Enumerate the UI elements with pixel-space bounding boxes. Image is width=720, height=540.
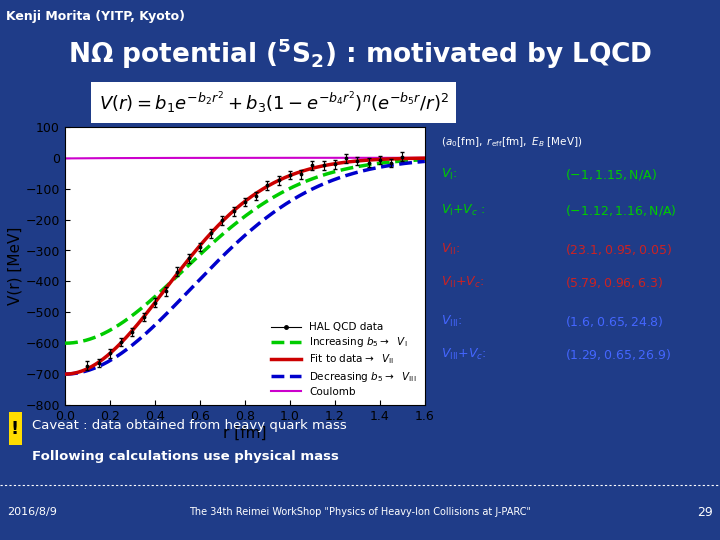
Text: $V(r) = b_1 e^{-b_2 r^2} + b_3(1-e^{-b_4 r^2})^n(e^{-b_5 r}/r)^2$: $V(r) = b_1 e^{-b_2 r^2} + b_3(1-e^{-b_4… [99,89,449,116]
Text: $V_\mathrm{II}$$+V_c$:: $V_\mathrm{II}$$+V_c$: [441,275,485,290]
Text: $(-1.12, 1.16, \mathrm{N/A})$: $(-1.12, 1.16, \mathrm{N/A})$ [564,203,677,218]
Text: 2016/8/9: 2016/8/9 [7,507,57,517]
X-axis label: r [fm]: r [fm] [223,426,266,441]
Text: Following calculations use physical mass: Following calculations use physical mass [32,449,339,463]
Text: $(23.1, 0.95, 0.05)$: $(23.1, 0.95, 0.05)$ [564,242,672,256]
Text: $\mathbf{N\Omega}$ potential $\mathbf{(^5S_2)}$ : motivated by LQCD: $\mathbf{N\Omega}$ potential $\mathbf{(^… [68,37,652,71]
Bar [9,413,22,445]
Text: $V_\mathrm{III}$$+V_c$:: $V_\mathrm{III}$$+V_c$: [441,347,487,362]
Text: $(-1, 1.15, \mathrm{N/A})$: $(-1, 1.15, \mathrm{N/A})$ [564,167,657,181]
Text: 29: 29 [697,505,713,518]
Text: !: ! [10,420,18,438]
Text: $V_\mathrm{II}$:: $V_\mathrm{II}$: [441,242,460,257]
Text: $V_\mathrm{I}$:: $V_\mathrm{I}$: [441,167,457,182]
Text: $(5.79, 0.96, 6.3)$: $(5.79, 0.96, 6.3)$ [564,275,663,290]
Text: $(a_0\mathrm{[fm]},\ r_\mathrm{eff}\mathrm{[fm]},\ E_B\ \mathrm{[MeV]})$: $(a_0\mathrm{[fm]},\ r_\mathrm{eff}\math… [441,135,582,149]
Text: $V_\mathrm{I}$$+V_c$ :: $V_\mathrm{I}$$+V_c$ : [441,203,485,218]
Text: $(1.6, 0.65, 24.8)$: $(1.6, 0.65, 24.8)$ [564,314,663,329]
Text: Caveat : data obtained from heavy quark mass: Caveat : data obtained from heavy quark … [32,419,347,432]
Text: Kenji Morita (YITP, Kyoto): Kenji Morita (YITP, Kyoto) [6,10,185,23]
Text: $V_\mathrm{III}$:: $V_\mathrm{III}$: [441,314,463,329]
Text: The 34th Reimei WorkShop "Physics of Heavy-Ion Collisions at J-PARC": The 34th Reimei WorkShop "Physics of Hea… [189,507,531,517]
Y-axis label: V(r) [MeV]: V(r) [MeV] [8,227,22,305]
Legend: HAL QCD data  , Increasing $b_5$$\to$  $V_\mathrm{I}$, Fit to data$\to$  $V_\mat: HAL QCD data , Increasing $b_5$$\to$ $V_… [269,319,420,400]
Text: $(1.29, 0.65, 26.9)$: $(1.29, 0.65, 26.9)$ [564,347,671,362]
